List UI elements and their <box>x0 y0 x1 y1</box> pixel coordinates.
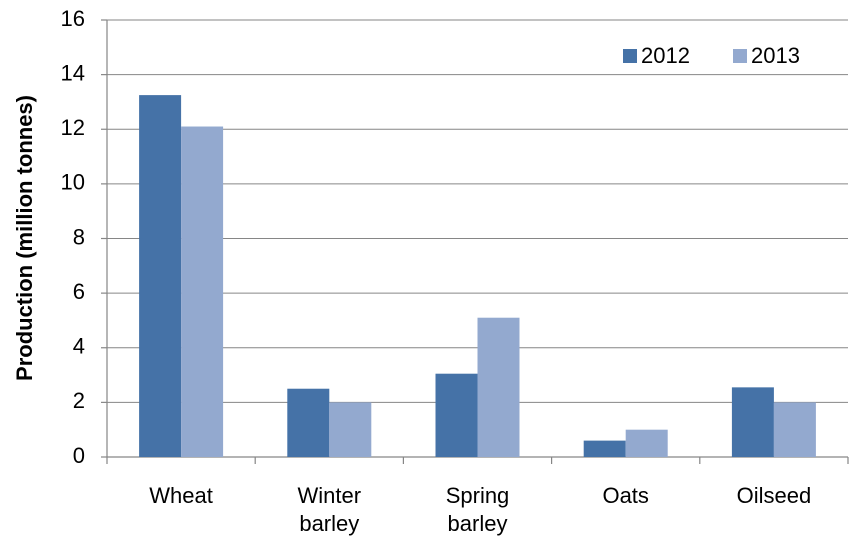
y-axis-title: Production (million tonnes) <box>12 95 37 381</box>
legend-swatch <box>733 49 747 63</box>
bar <box>329 402 372 457</box>
bar <box>139 95 182 457</box>
bar <box>435 373 478 457</box>
bar <box>287 388 330 457</box>
y-tick-label: 12 <box>61 115 85 140</box>
legend-label: 2013 <box>751 43 800 68</box>
y-tick-label: 2 <box>73 388 85 413</box>
x-tick-label: Wheat <box>149 483 213 508</box>
y-tick-label: 4 <box>73 334 85 359</box>
y-tick-label: 16 <box>61 6 85 31</box>
bar <box>625 429 668 457</box>
bar <box>731 387 774 457</box>
x-tick-label: Oats <box>602 483 648 508</box>
y-tick-label: 6 <box>73 279 85 304</box>
y-tick-label: 8 <box>73 224 85 249</box>
bar <box>583 440 626 457</box>
x-tick-label: Winter barley <box>298 483 362 536</box>
x-tick-label: Oilseed <box>737 483 812 508</box>
bar <box>477 317 520 457</box>
legend-label: 2012 <box>641 43 690 68</box>
bar <box>181 126 224 458</box>
y-tick-label: 0 <box>73 443 85 468</box>
y-tick-label: 14 <box>61 60 85 85</box>
legend-swatch <box>623 49 637 63</box>
bar <box>773 402 816 457</box>
y-tick-label: 10 <box>61 170 85 195</box>
x-tick-label: Spring barley <box>446 483 510 536</box>
